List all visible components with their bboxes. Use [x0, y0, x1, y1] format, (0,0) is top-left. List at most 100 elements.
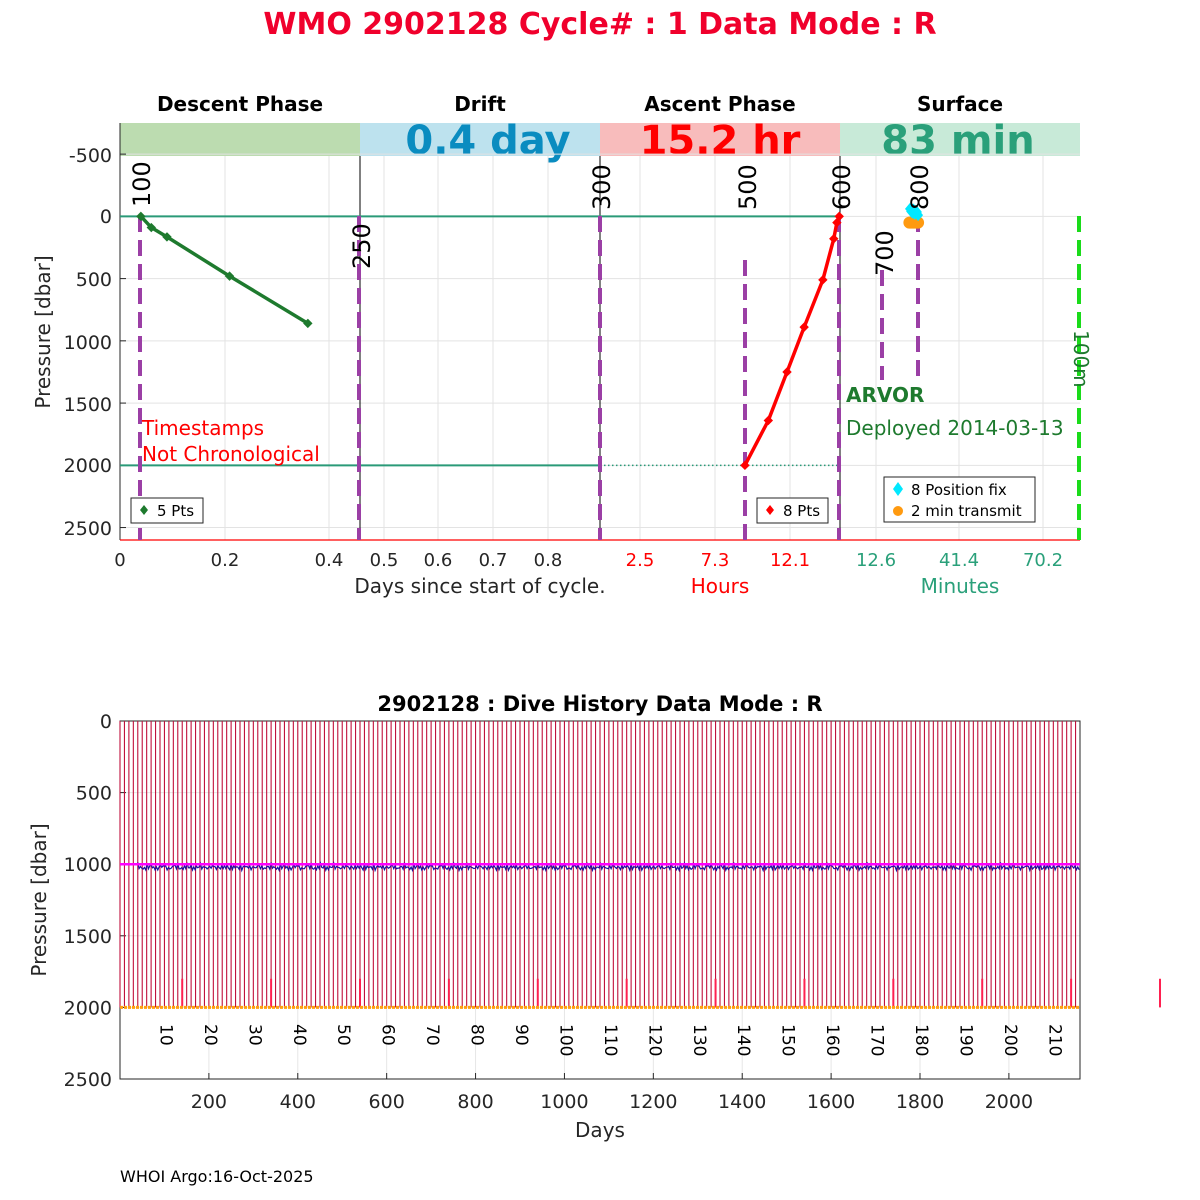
phase-surface-title: Surface — [917, 92, 1003, 116]
history-xtick-label: 600 — [369, 1091, 405, 1113]
history-xtick-label: 400 — [280, 1091, 316, 1113]
legend-transmit-text: 2 min transmit — [911, 502, 1022, 520]
ascent-xtick-label: 12.1 — [770, 550, 810, 571]
history-cycle-label: 180 — [911, 1024, 931, 1056]
history-cycle-label: 160 — [822, 1024, 842, 1056]
surface-legend: 8 Position fix 2 min transmit — [883, 476, 1036, 523]
history-cycle-label: 50 — [333, 1024, 353, 1046]
history-cycle-label: 140 — [733, 1024, 753, 1056]
ascent-duration: 15.2 hr — [640, 118, 801, 164]
minutes-axis-label: Minutes — [921, 574, 1000, 598]
profile-ytick-label: -500 — [69, 145, 112, 167]
legend-marker — [766, 505, 774, 515]
descent-xtick-label: 0.2 — [211, 550, 240, 571]
phase-descent-title: Descent Phase — [157, 92, 323, 116]
history-ytick-label: 2000 — [64, 997, 112, 1019]
history-cycle-label: 80 — [467, 1024, 487, 1046]
drift-xtick-label: 0.6 — [424, 550, 453, 571]
history-xtick-label: 2000 — [985, 1091, 1033, 1113]
history-ytick-label: 1500 — [64, 926, 112, 948]
history-cycle-label: 100 — [555, 1024, 575, 1056]
profile-ytick-label: 1500 — [64, 394, 112, 416]
days-axis-label: Days since start of cycle. — [354, 574, 605, 598]
history-ytick-label: 1000 — [64, 854, 112, 876]
descent-profile-point — [303, 318, 313, 329]
legend-descent-text: 5 Pts — [157, 502, 194, 520]
history-xtick-label: 1800 — [896, 1091, 944, 1113]
descent-profile-line — [139, 215, 309, 325]
history-ytick-label: 0 — [100, 711, 112, 733]
warning-line-1: Timestamps — [141, 416, 264, 440]
ascent-profile-point — [834, 211, 844, 222]
code-label-250: 250 — [348, 223, 376, 269]
history-cycle-label: 110 — [600, 1024, 620, 1056]
phase-drift-title: Drift — [454, 92, 506, 116]
code-label-700: 700 — [871, 230, 899, 276]
history-ytick-labels: 0 500 1000 1500 2000 2500 — [64, 711, 112, 1091]
drift-xtick-label: 0.8 — [534, 550, 563, 571]
ascent-profile-point — [740, 460, 750, 471]
transmit-point — [912, 216, 925, 229]
code-label-100m: 100m — [1069, 330, 1093, 388]
code-label-600: 600 — [828, 164, 856, 210]
history-ytick-label: 2500 — [64, 1069, 112, 1091]
descent-profile-point — [224, 271, 235, 281]
legend-marker — [893, 482, 903, 496]
history-cycle-label: 70 — [422, 1024, 442, 1046]
ascent-band — [600, 123, 840, 156]
history-xtick-label: 1400 — [718, 1091, 766, 1113]
history-cycle-label: 10 — [155, 1024, 175, 1046]
footer-credit: WHOI Argo:16-Oct-2025 — [120, 1167, 314, 1186]
code-label-500: 500 — [734, 164, 762, 210]
descent-xtick-label: 0 — [114, 550, 125, 571]
profile-grid — [119, 123, 1081, 541]
descent-legend: 5 Pts — [130, 497, 204, 524]
profile-y-axis-label: Pressure [dbar] — [31, 255, 55, 408]
ascent-legend: 8 Pts — [756, 497, 829, 524]
legend-marker — [893, 506, 903, 516]
history-xtick-label: 200 — [191, 1091, 227, 1113]
float-type-label: ARVOR — [846, 383, 924, 407]
surface-xtick-label: 12.6 — [856, 550, 896, 571]
drift-xtick-label: 0.7 — [479, 550, 508, 571]
history-x-axis-label: Days — [575, 1118, 625, 1142]
hours-axis-label: Hours — [691, 574, 750, 598]
profile-marks — [136, 202, 925, 471]
descent-profile-point — [162, 232, 172, 242]
history-cycle-label: 170 — [867, 1024, 887, 1056]
main-title: WMO 2902128 Cycle# : 1 Data Mode : R — [263, 7, 936, 42]
history-title: 2902128 : Dive History Data Mode : R — [377, 692, 822, 716]
history-xtick-label: 1600 — [807, 1091, 855, 1113]
drift-band — [360, 123, 600, 156]
descent-band — [120, 123, 360, 156]
phase-ascent-title: Ascent Phase — [644, 92, 795, 116]
profile-ytick-label: 2000 — [64, 455, 112, 477]
surface-duration: 83 min — [881, 118, 1034, 164]
position-fix-point — [913, 209, 924, 222]
history-y-axis-label: Pressure [dbar] — [27, 823, 51, 976]
profile-ytick-label: 0 — [100, 206, 112, 228]
legend-marker — [140, 505, 148, 515]
park-pressure-trace — [137, 860, 1080, 873]
code-label-300: 300 — [588, 164, 616, 210]
profile-ytick-label: 2500 — [64, 518, 112, 540]
history-ytick-label: 500 — [76, 783, 112, 805]
descent-profile-point — [136, 211, 146, 222]
history-cycle-label: 200 — [1000, 1024, 1020, 1056]
history-cycle-labels: 10 20 30 40 50 60 70 80 90 100 110 120 130 140 150 160 1… — [155, 1024, 1064, 1056]
profile-ytick-label: 500 — [76, 269, 112, 291]
history-cycle-label: 210 — [1044, 1024, 1064, 1056]
history-xtick-label: 800 — [457, 1091, 493, 1113]
history-cycle-label: 40 — [289, 1024, 309, 1046]
history-cycle-label: 190 — [955, 1024, 975, 1056]
descent-xtick-label: 0.4 — [315, 550, 344, 571]
ascent-profile-point — [799, 322, 809, 332]
history-cycle-label: 130 — [689, 1024, 709, 1056]
profile-ytick-label: 1000 — [64, 332, 112, 354]
history-cycle-label: 90 — [511, 1024, 531, 1046]
surface-xtick-label: 41.4 — [939, 550, 979, 571]
legend-ascent-text: 8 Pts — [783, 502, 820, 520]
ascent-xtick-label: 2.5 — [626, 550, 655, 571]
ascent-xtick-label: 7.3 — [701, 550, 730, 571]
